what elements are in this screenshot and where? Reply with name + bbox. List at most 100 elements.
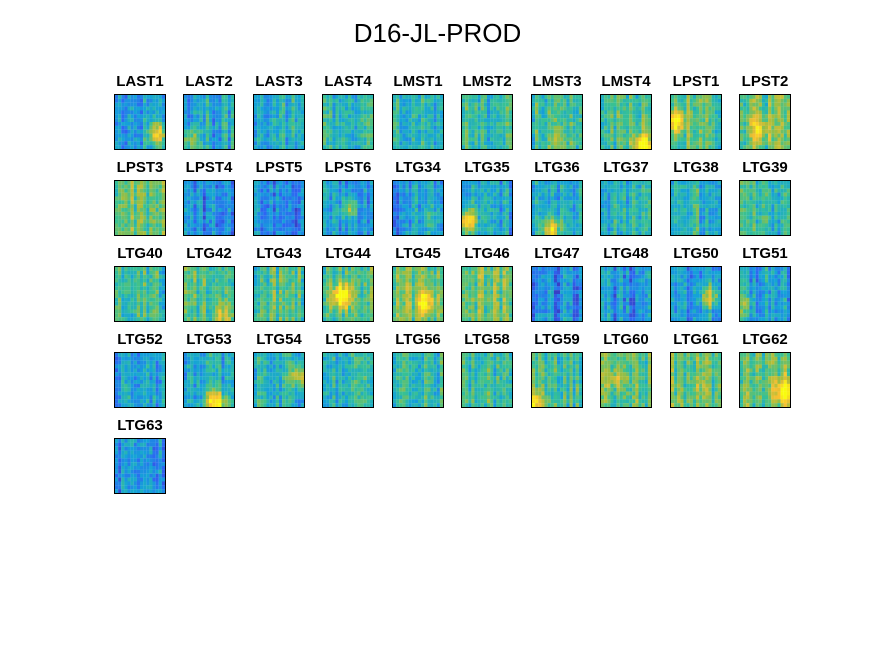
heatmap-cell (740, 118, 744, 123)
heatmap-cell (133, 129, 137, 134)
heatmap-cell (121, 231, 125, 235)
heatmap-cell (199, 125, 203, 130)
heatmap-cell (462, 231, 466, 235)
heatmap-cell (152, 106, 156, 111)
heatmap-cell (436, 102, 440, 107)
heatmap-cell (717, 188, 721, 193)
heatmap-cell (436, 188, 440, 193)
heatmap-cell (601, 110, 605, 115)
heatmap-cell (758, 95, 762, 99)
heatmap-cell (547, 215, 551, 220)
heatmap-cell (777, 129, 781, 134)
heatmap-cell (717, 118, 721, 123)
heatmap-cell (487, 227, 491, 232)
heatmap-cell (140, 211, 144, 216)
heatmap-cell (155, 137, 159, 142)
heatmap-cell (161, 274, 165, 279)
heatmap-cell (471, 98, 475, 103)
heatmap-cell (279, 137, 283, 142)
heatmap-cell (705, 204, 709, 209)
heatmap-cell (711, 200, 715, 205)
heatmap-cell (146, 223, 150, 228)
heatmap-cell (215, 125, 219, 130)
heatmap-cell (683, 129, 687, 134)
heatmap-cell (714, 102, 718, 107)
heatmap-cell (294, 200, 298, 205)
heatmap-cell (483, 145, 488, 149)
heatmap-cell (254, 110, 258, 115)
heatmap-cell (538, 219, 542, 224)
heatmap-cell (354, 141, 358, 146)
heatmap-cell (260, 223, 264, 228)
heatmap-cell (275, 133, 280, 138)
heatmap-cell (535, 200, 539, 205)
heatmap-cell (468, 227, 472, 232)
heatmap-cell (705, 200, 709, 205)
heatmap-cell (149, 313, 153, 318)
heatmap-cell (613, 192, 617, 197)
heatmap-cell (493, 231, 497, 235)
heatmap-cell (547, 98, 551, 103)
heatmap-cell (771, 106, 775, 111)
heatmap-cell (202, 110, 206, 115)
heatmap-cell (202, 133, 206, 138)
heatmap-cell (768, 184, 772, 189)
heatmap-cell (146, 137, 150, 142)
heatmap-cell (629, 106, 633, 111)
heatmap-image (739, 94, 791, 150)
heatmap-cell (578, 129, 582, 134)
heatmap-cell (227, 301, 231, 306)
heatmap-cell (202, 286, 206, 291)
heatmap-cell (130, 290, 134, 295)
heatmap-cell (714, 133, 718, 138)
heatmap-cell (115, 270, 119, 275)
heatmap-cell (749, 211, 753, 216)
heatmap-cell (285, 223, 289, 228)
heatmap-cell (702, 192, 706, 197)
heatmap-cell (414, 192, 419, 197)
heatmap-cell (408, 200, 412, 205)
heatmap-cell (780, 211, 784, 216)
heatmap-cell (465, 102, 469, 107)
heatmap-cell (357, 192, 361, 197)
heatmap-cell (152, 181, 156, 185)
heatmap-cell (351, 125, 355, 130)
heatmap-cell (329, 208, 333, 212)
heatmap-cell (218, 286, 222, 291)
heatmap-cell (399, 204, 403, 209)
heatmap-cell (487, 137, 491, 142)
heatmap-cell (683, 141, 687, 146)
heatmap-cell (275, 145, 280, 149)
heatmap-cell (680, 200, 684, 205)
heatmap-cell (149, 309, 153, 314)
heatmap-cell (671, 223, 675, 228)
heatmap-cell (369, 223, 373, 228)
heatmap-cell (783, 125, 787, 130)
heatmap-cell (468, 141, 472, 146)
heatmap-cell (152, 200, 156, 205)
heatmap-cell (638, 110, 642, 115)
heatmap-cell (127, 211, 131, 216)
heatmap-cell (418, 208, 422, 212)
heatmap-cell (218, 305, 222, 310)
heatmap-cell (601, 219, 605, 224)
heatmap-cell (193, 98, 197, 103)
heatmap-cell (149, 204, 153, 209)
heatmap-cell (613, 102, 617, 107)
heatmap-cell (490, 114, 494, 119)
heatmap-cell (765, 122, 769, 126)
heatmap-cell (230, 278, 234, 283)
heatmap-cell (344, 110, 349, 115)
heatmap-cell (393, 192, 397, 197)
heatmap-cell (357, 145, 361, 149)
heatmap-cell (433, 200, 437, 205)
heatmap-cell (357, 122, 361, 126)
heatmap-cell (575, 133, 579, 138)
heatmap-cell (124, 188, 128, 193)
heatmap-cell (557, 196, 561, 201)
heatmap-cell (569, 122, 573, 126)
heatmap-cell (402, 219, 406, 224)
heatmap-cell (671, 200, 675, 205)
heatmap-cell (427, 192, 431, 197)
heatmap-cell (338, 106, 342, 111)
